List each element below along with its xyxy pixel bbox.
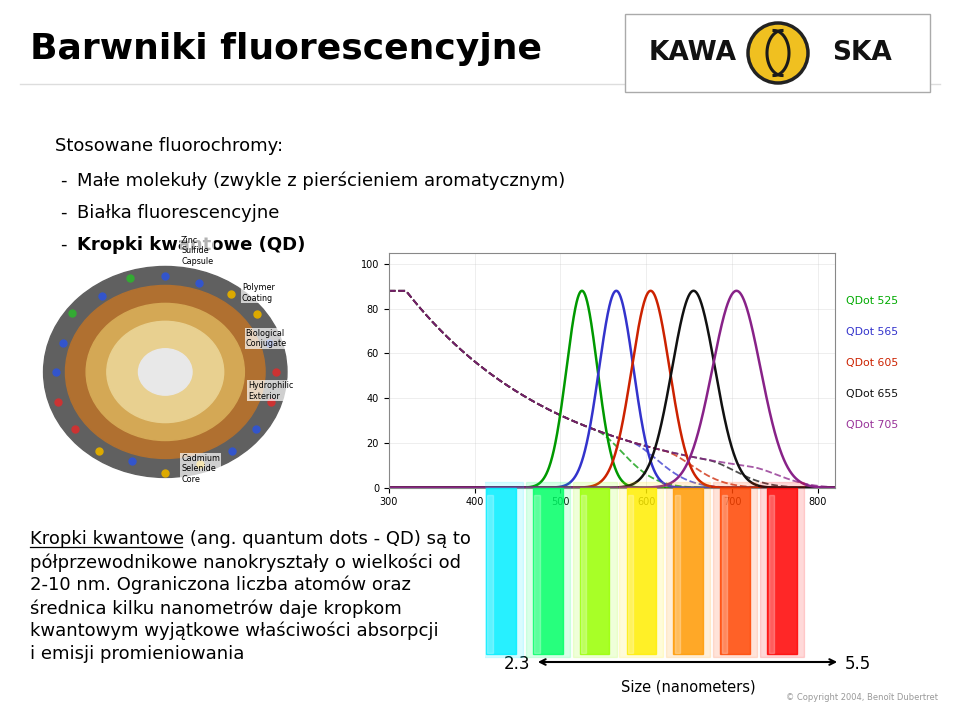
Text: -: -: [60, 236, 66, 254]
Text: -: -: [60, 204, 66, 222]
Circle shape: [43, 266, 287, 478]
Circle shape: [138, 349, 192, 395]
Circle shape: [86, 303, 245, 441]
Bar: [675, 496, 681, 652]
Bar: [619, 481, 663, 657]
Text: Kropki kwantowe (QD): Kropki kwantowe (QD): [77, 236, 305, 254]
Bar: [581, 496, 587, 652]
Text: 5.5: 5.5: [845, 655, 872, 673]
Bar: [572, 481, 616, 657]
Text: Kropki kwantowe (ang. quantum dots - QD) są to: Kropki kwantowe (ang. quantum dots - QD)…: [30, 530, 470, 548]
Circle shape: [65, 286, 265, 459]
Text: Hydrophilic
Exterior: Hydrophilic Exterior: [248, 381, 294, 401]
Text: © Copyright 2004, Benoît Dubertret: © Copyright 2004, Benoît Dubertret: [786, 693, 938, 702]
Text: Stosowane fluorochromy:: Stosowane fluorochromy:: [55, 137, 283, 155]
Text: i emisji promieniowania: i emisji promieniowania: [30, 645, 245, 663]
Text: -: -: [60, 172, 66, 190]
Bar: [760, 481, 804, 657]
Text: Size (nanometers): Size (nanometers): [621, 680, 756, 695]
Circle shape: [748, 23, 808, 83]
Bar: [488, 496, 492, 652]
Text: QDot 605: QDot 605: [846, 358, 899, 368]
Bar: [628, 496, 634, 652]
Text: KAWA: KAWA: [649, 40, 737, 66]
Text: Małe molekuły (zwykle z pierścieniem aromatycznym): Małe molekuły (zwykle z pierścieniem aro…: [77, 172, 565, 191]
Bar: [479, 481, 523, 657]
Bar: [769, 496, 774, 652]
Circle shape: [107, 321, 224, 423]
Text: Barwniki fluorescencyjne: Barwniki fluorescencyjne: [30, 32, 542, 66]
Bar: [767, 488, 797, 654]
Text: Biological
Conjugate: Biological Conjugate: [246, 328, 287, 348]
Bar: [526, 481, 569, 657]
Text: 2.3: 2.3: [503, 655, 530, 673]
Bar: [713, 481, 757, 657]
Text: półprzewodnikowe nanokryształy o wielkości od: półprzewodnikowe nanokryształy o wielkoś…: [30, 553, 461, 572]
Bar: [720, 488, 750, 654]
Text: QDot 705: QDot 705: [846, 420, 899, 430]
Text: SKA: SKA: [832, 40, 892, 66]
Bar: [673, 488, 704, 654]
Text: Białka fluorescencyjne: Białka fluorescencyjne: [77, 204, 279, 222]
Text: 2-10 nm. Ograniczona liczba atomów oraz: 2-10 nm. Ograniczona liczba atomów oraz: [30, 576, 411, 595]
Bar: [534, 496, 540, 652]
Bar: [666, 481, 710, 657]
Text: kwantowym wyjątkowe właściwości absorpcji: kwantowym wyjątkowe właściwości absorpcj…: [30, 622, 439, 641]
Text: Cadmium
Selenide
Core: Cadmium Selenide Core: [181, 454, 220, 484]
Bar: [627, 488, 657, 654]
Text: średnica kilku nanometrów daje kropkom: średnica kilku nanometrów daje kropkom: [30, 599, 401, 617]
Bar: [580, 488, 610, 654]
Text: Zinc
Sulfide
Capsule: Zinc Sulfide Capsule: [181, 236, 213, 266]
Text: QDot 565: QDot 565: [846, 327, 898, 337]
Text: Polymer
Coating: Polymer Coating: [242, 283, 275, 303]
Text: QDot 525: QDot 525: [846, 296, 898, 306]
Bar: [486, 488, 516, 654]
Bar: [533, 488, 563, 654]
Text: QDot 655: QDot 655: [846, 389, 898, 399]
Bar: [722, 496, 727, 652]
Bar: [625, 14, 930, 92]
